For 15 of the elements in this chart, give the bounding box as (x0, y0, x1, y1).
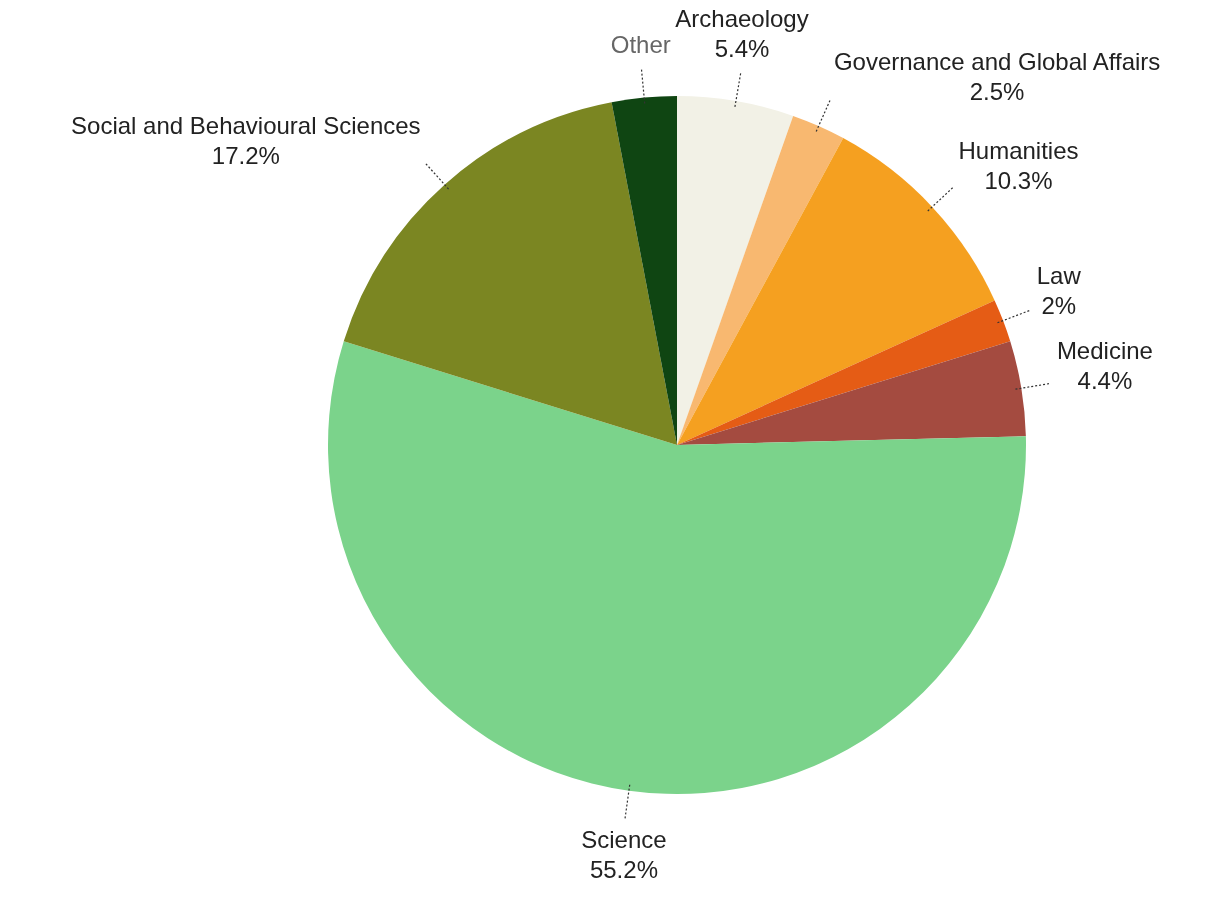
slice-label: Humanities (958, 136, 1079, 164)
data-label: 10.3% (984, 166, 1053, 194)
slice-label: Science (581, 825, 667, 853)
data-label: 55.2% (589, 855, 658, 883)
data-label: 17.2% (211, 142, 280, 170)
slice-label: Law (1036, 262, 1082, 290)
data-label: 2.5% (969, 77, 1025, 105)
slice-label: Archaeology (675, 5, 809, 33)
data-label: 4.4% (1077, 367, 1133, 395)
data-label: 5.4% (714, 35, 770, 63)
data-label: 2% (1041, 292, 1077, 320)
slice-label: Medicine (1056, 337, 1153, 365)
slice-label: Social and Behavioural Sciences (71, 112, 421, 140)
slice-label: Other (610, 31, 671, 59)
slice-label: Governance and Global Affairs (833, 47, 1161, 75)
